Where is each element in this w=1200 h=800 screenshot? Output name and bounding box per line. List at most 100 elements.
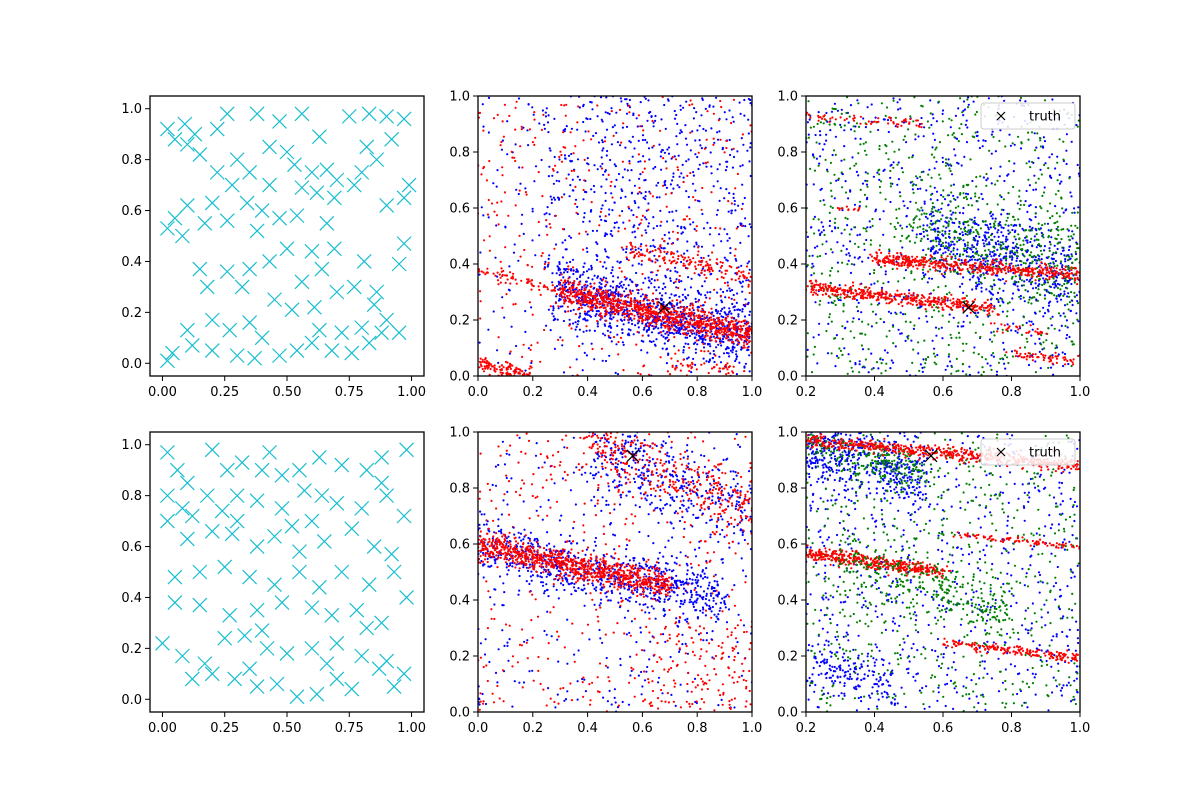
sample-point xyxy=(552,182,556,185)
sample-point xyxy=(807,133,810,136)
sample-point xyxy=(570,169,573,172)
data-point xyxy=(160,220,175,236)
sample-point xyxy=(641,322,644,325)
sample-point xyxy=(510,325,513,328)
sample-point xyxy=(505,372,508,375)
sample-point xyxy=(1019,96,1023,99)
sample-point xyxy=(621,306,624,309)
sample-point xyxy=(749,98,752,102)
sample-point xyxy=(908,289,911,292)
sample-point xyxy=(482,129,485,132)
sample-point xyxy=(866,172,869,175)
sample-point xyxy=(570,127,574,130)
sample-point xyxy=(663,250,666,253)
sample-point xyxy=(732,147,735,150)
sample-point xyxy=(660,331,663,334)
sample-point xyxy=(561,227,565,231)
sample-point xyxy=(558,273,561,277)
sample-point xyxy=(696,129,699,132)
sample-point xyxy=(851,320,854,323)
sample-point xyxy=(834,217,837,220)
sample-point xyxy=(526,281,529,284)
sample-point xyxy=(695,225,698,228)
sample-point xyxy=(640,317,644,320)
data-point xyxy=(179,322,195,338)
sample-point xyxy=(813,215,817,218)
sample-point xyxy=(1043,99,1047,102)
sample-point xyxy=(725,317,728,320)
sample-point xyxy=(706,161,709,164)
sample-point xyxy=(545,324,548,327)
sample-point xyxy=(901,227,904,230)
data-point xyxy=(192,147,208,162)
sample-point xyxy=(972,246,976,249)
sample-point xyxy=(630,319,633,322)
sample-point xyxy=(906,207,909,210)
sample-point xyxy=(659,251,662,254)
sample-point xyxy=(999,357,1002,360)
sample-point xyxy=(639,173,642,176)
sample-point xyxy=(590,303,594,306)
sample-point xyxy=(887,158,890,161)
sample-point xyxy=(680,326,683,329)
sample-point xyxy=(664,193,668,196)
sample-point xyxy=(1043,279,1046,282)
sample-point xyxy=(1030,297,1033,300)
sample-point xyxy=(708,268,711,271)
sample-point xyxy=(567,268,570,271)
sample-point xyxy=(627,316,630,319)
sample-point xyxy=(689,364,692,367)
sample-point xyxy=(740,271,743,274)
sample-point xyxy=(708,337,711,340)
sample-point xyxy=(665,362,669,365)
sample-point xyxy=(816,362,819,365)
sample-point xyxy=(495,185,498,188)
sample-point xyxy=(637,251,641,254)
sample-point xyxy=(879,357,882,360)
sample-point xyxy=(479,363,482,366)
sample-point xyxy=(846,217,849,220)
sample-point xyxy=(615,221,618,224)
sample-point xyxy=(728,265,731,268)
sample-point xyxy=(612,134,615,137)
sample-point xyxy=(524,330,527,333)
sample-point xyxy=(843,145,846,148)
sample-point xyxy=(953,136,956,139)
sample-point xyxy=(1047,366,1050,369)
sample-point xyxy=(945,161,948,165)
sample-point xyxy=(646,311,649,314)
sample-point xyxy=(1074,250,1077,253)
sample-point xyxy=(641,315,644,318)
sample-point xyxy=(889,182,893,185)
sample-point xyxy=(597,290,600,293)
sample-point xyxy=(737,340,740,343)
sample-point xyxy=(487,198,490,202)
sample-point xyxy=(818,233,822,237)
sample-point xyxy=(1062,211,1065,214)
sample-point xyxy=(537,285,540,288)
sample-point xyxy=(696,320,699,323)
sample-point xyxy=(545,212,548,215)
sample-point xyxy=(746,262,749,265)
sample-point xyxy=(1065,149,1068,152)
sample-point xyxy=(840,171,843,174)
sample-point xyxy=(497,336,500,339)
sample-point xyxy=(623,227,627,230)
sample-point xyxy=(666,330,669,333)
data-point xyxy=(314,261,330,277)
sample-point xyxy=(973,136,976,139)
sample-point xyxy=(625,257,629,261)
sample-point xyxy=(635,215,638,219)
sample-point xyxy=(1021,324,1024,327)
sample-point xyxy=(593,297,597,300)
sample-point xyxy=(725,351,729,355)
sample-point xyxy=(720,328,723,331)
sample-point xyxy=(630,243,633,246)
sample-point xyxy=(559,298,562,301)
sample-point xyxy=(668,259,671,262)
sample-point xyxy=(527,103,530,106)
sample-point xyxy=(723,335,726,338)
sample-point xyxy=(1000,226,1003,229)
sample-point xyxy=(912,218,915,221)
sample-point xyxy=(612,316,615,319)
